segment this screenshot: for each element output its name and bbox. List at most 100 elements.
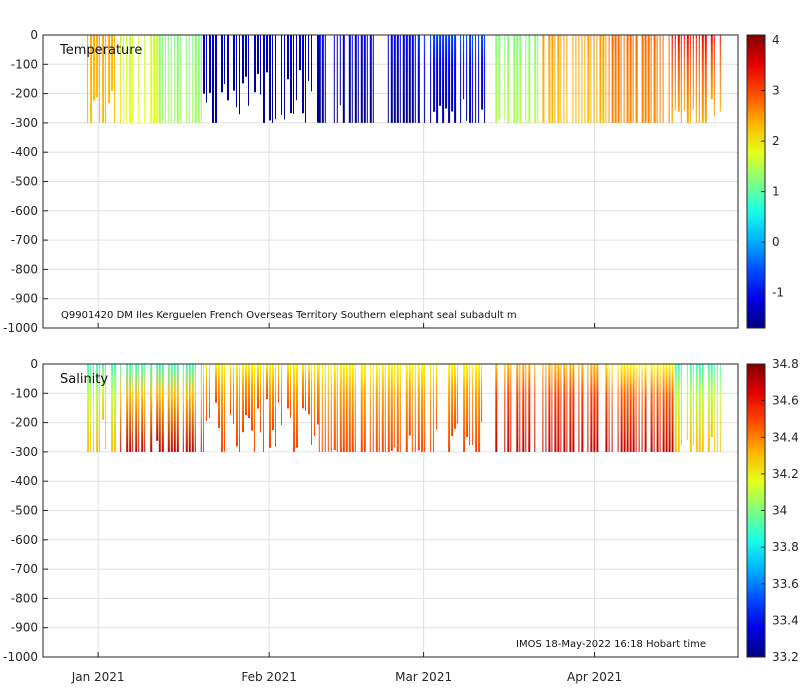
profile-column [605,35,607,123]
profile-column [572,364,575,452]
profile-column [90,35,93,123]
profile-column [242,364,244,433]
profile-column [108,35,111,104]
profile-column [463,364,466,452]
profile-column [336,364,338,452]
y-tick-label: -400 [11,474,38,488]
y-tick-label: -300 [11,116,38,130]
profile-column [402,35,405,123]
profile-column [683,35,685,111]
profile-column [218,364,220,428]
profile-column [318,35,321,123]
profile-column [275,364,276,447]
profile-column [188,364,191,452]
profile-column [170,364,173,452]
profile-column [504,364,506,452]
profile-column [390,364,393,451]
profile-column [587,364,589,452]
profile-column [653,364,655,452]
profile-column [698,35,700,123]
profile-column [372,364,374,452]
profile-column [275,35,276,120]
y-tick-label: -600 [11,533,38,547]
profile-column [200,35,202,123]
profile-column [656,364,659,452]
profile-column [393,364,395,448]
profile-column [701,35,704,123]
profile-column [345,364,348,452]
profile-column [296,364,298,448]
profile-column [336,35,338,123]
profile-column [469,35,472,123]
profile-column [662,364,665,452]
profile-column [542,35,545,123]
profile-column [191,35,193,123]
profile-column [90,364,92,452]
profile-column [572,35,574,123]
profile-column [424,364,426,452]
salinity-panel: 0 -100 -200 -300 -400 -500 -600 -700 -800 -900 -10… [3,357,799,684]
profile-column [713,35,715,117]
profile-column [671,35,673,123]
profile-column [248,364,250,419]
profile-column [135,364,138,452]
profile-column [308,35,309,81]
profile-column [96,35,99,98]
profile-column [153,35,156,123]
profile-column [436,35,439,123]
profile-column [590,364,593,452]
profile-column [179,35,181,123]
profile-column [209,35,211,93]
profile-column [560,364,562,452]
profile-column [354,35,357,123]
profile-column [120,35,122,123]
y-tick-label: -700 [11,233,38,247]
profile-column [596,35,598,123]
profile-column [348,364,351,452]
profile-column [537,35,539,123]
profile-column [411,35,414,123]
profile-column [200,364,202,452]
profile-column [442,35,445,123]
profile-column [317,35,319,123]
profile-column [507,364,510,452]
profile-column [451,364,454,436]
profile-column [266,364,268,400]
profile-column [411,364,413,452]
profile-column [560,35,562,123]
profile-column [173,364,176,452]
profile-column [528,364,531,452]
profile-column [299,35,301,71]
profile-column [695,364,698,452]
profile-column [387,35,389,123]
profile-column [534,364,536,452]
profile-column [677,35,680,112]
profile-column [188,35,190,123]
profile-column [321,35,324,123]
profile-column [596,364,599,452]
colorbar-tick-label: 33.2 [772,650,799,664]
profile-column [324,35,326,123]
profile-column [269,364,271,448]
profile-column [351,364,354,452]
profile-column [150,35,153,123]
profile-column [626,364,629,452]
profile-column [170,35,172,123]
profile-column [481,35,484,110]
profile-column [418,35,420,122]
panel-title: Salinity [60,372,108,387]
profile-column [132,35,134,123]
profile-column [551,364,553,452]
profile-column [120,364,122,452]
profile-column [525,35,527,123]
profile-column [129,364,132,452]
colorbar-tick-label: 34.4 [772,430,799,444]
profile-column [519,35,522,123]
metadata-annotation: Q9901420 DM Iles Kerguelen French Overse… [61,310,517,321]
profile-column [93,364,95,452]
profile-column [680,35,682,123]
profile-column [324,364,326,452]
profile-column [566,364,568,452]
profile-column [641,35,644,123]
